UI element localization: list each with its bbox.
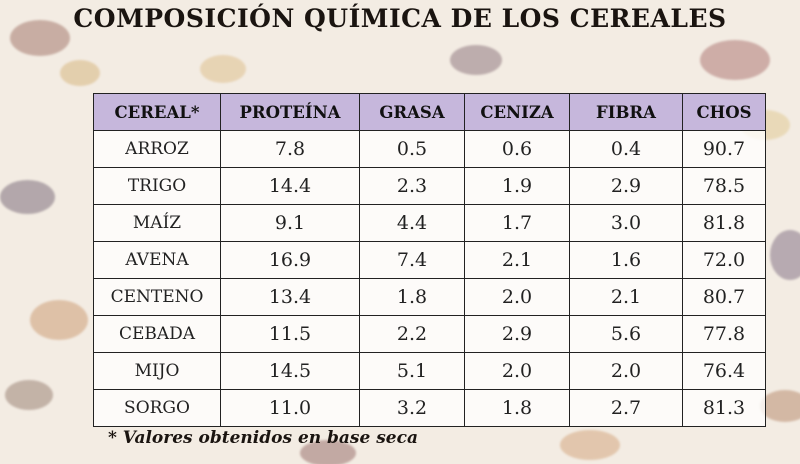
value-cell: 2.0 — [569, 352, 683, 390]
value-cell: 5.6 — [569, 315, 683, 353]
value-cell: 3.2 — [359, 389, 465, 427]
value-cell: 7.4 — [359, 241, 465, 279]
value-cell: 2.9 — [569, 167, 683, 205]
value-cell: 2.1 — [569, 278, 683, 316]
footnote: * Valores obtenidos en base seca — [108, 428, 418, 448]
cereal-name-cell: SORGO — [93, 389, 221, 427]
column-header: FIBRA — [569, 93, 683, 131]
value-cell: 77.8 — [682, 315, 766, 353]
page-title: COMPOSICIÓN QUÍMICA DE LOS CEREALES — [73, 4, 727, 33]
value-cell: 78.5 — [682, 167, 766, 205]
value-cell: 0.4 — [569, 130, 683, 168]
value-cell: 2.2 — [359, 315, 465, 353]
cereal-name-cell: CENTENO — [93, 278, 221, 316]
table-row: CEBADA 11.5 2.2 2.9 5.6 77.8 — [93, 315, 766, 353]
cereal-name-cell: AVENA — [93, 241, 221, 279]
value-cell: 72.0 — [682, 241, 766, 279]
cereals-table: CEREAL* PROTEÍNA GRASA CENIZA FIBRA CHOS… — [93, 93, 766, 427]
value-cell: 1.6 — [569, 241, 683, 279]
table-row: ARROZ 7.8 0.5 0.6 0.4 90.7 — [93, 130, 766, 168]
table-row: SORGO 11.0 3.2 1.8 2.7 81.3 — [93, 389, 766, 427]
column-header: GRASA — [359, 93, 465, 131]
value-cell: 2.7 — [569, 389, 683, 427]
value-cell: 2.1 — [464, 241, 570, 279]
value-cell: 16.9 — [220, 241, 360, 279]
value-cell: 2.3 — [359, 167, 465, 205]
column-header: PROTEÍNA — [220, 93, 360, 131]
table-row: MIJO 14.5 5.1 2.0 2.0 76.4 — [93, 352, 766, 390]
value-cell: 11.0 — [220, 389, 360, 427]
table-row: AVENA 16.9 7.4 2.1 1.6 72.0 — [93, 241, 766, 279]
column-header: CEREAL* — [93, 93, 221, 131]
column-header: CENIZA — [464, 93, 570, 131]
table-header-row: CEREAL* PROTEÍNA GRASA CENIZA FIBRA CHOS — [93, 93, 766, 131]
value-cell: 4.4 — [359, 204, 465, 242]
value-cell: 14.4 — [220, 167, 360, 205]
value-cell: 90.7 — [682, 130, 766, 168]
value-cell: 13.4 — [220, 278, 360, 316]
value-cell: 1.8 — [464, 389, 570, 427]
value-cell: 3.0 — [569, 204, 683, 242]
cereal-name-cell: CEBADA — [93, 315, 221, 353]
value-cell: 81.8 — [682, 204, 766, 242]
value-cell: 0.6 — [464, 130, 570, 168]
cereal-name-cell: TRIGO — [93, 167, 221, 205]
value-cell: 81.3 — [682, 389, 766, 427]
table-row: MAÍZ 9.1 4.4 1.7 3.0 81.8 — [93, 204, 766, 242]
cereal-name-cell: MAÍZ — [93, 204, 221, 242]
value-cell: 2.0 — [464, 278, 570, 316]
value-cell: 1.8 — [359, 278, 465, 316]
value-cell: 1.7 — [464, 204, 570, 242]
column-header: CHOS — [682, 93, 766, 131]
value-cell: 2.9 — [464, 315, 570, 353]
value-cell: 9.1 — [220, 204, 360, 242]
value-cell: 14.5 — [220, 352, 360, 390]
value-cell: 2.0 — [464, 352, 570, 390]
value-cell: 5.1 — [359, 352, 465, 390]
value-cell: 0.5 — [359, 130, 465, 168]
table-row: TRIGO 14.4 2.3 1.9 2.9 78.5 — [93, 167, 766, 205]
value-cell: 11.5 — [220, 315, 360, 353]
value-cell: 80.7 — [682, 278, 766, 316]
cereal-name-cell: ARROZ — [93, 130, 221, 168]
table-row: CENTENO 13.4 1.8 2.0 2.1 80.7 — [93, 278, 766, 316]
value-cell: 7.8 — [220, 130, 360, 168]
value-cell: 1.9 — [464, 167, 570, 205]
value-cell: 76.4 — [682, 352, 766, 390]
cereal-name-cell: MIJO — [93, 352, 221, 390]
